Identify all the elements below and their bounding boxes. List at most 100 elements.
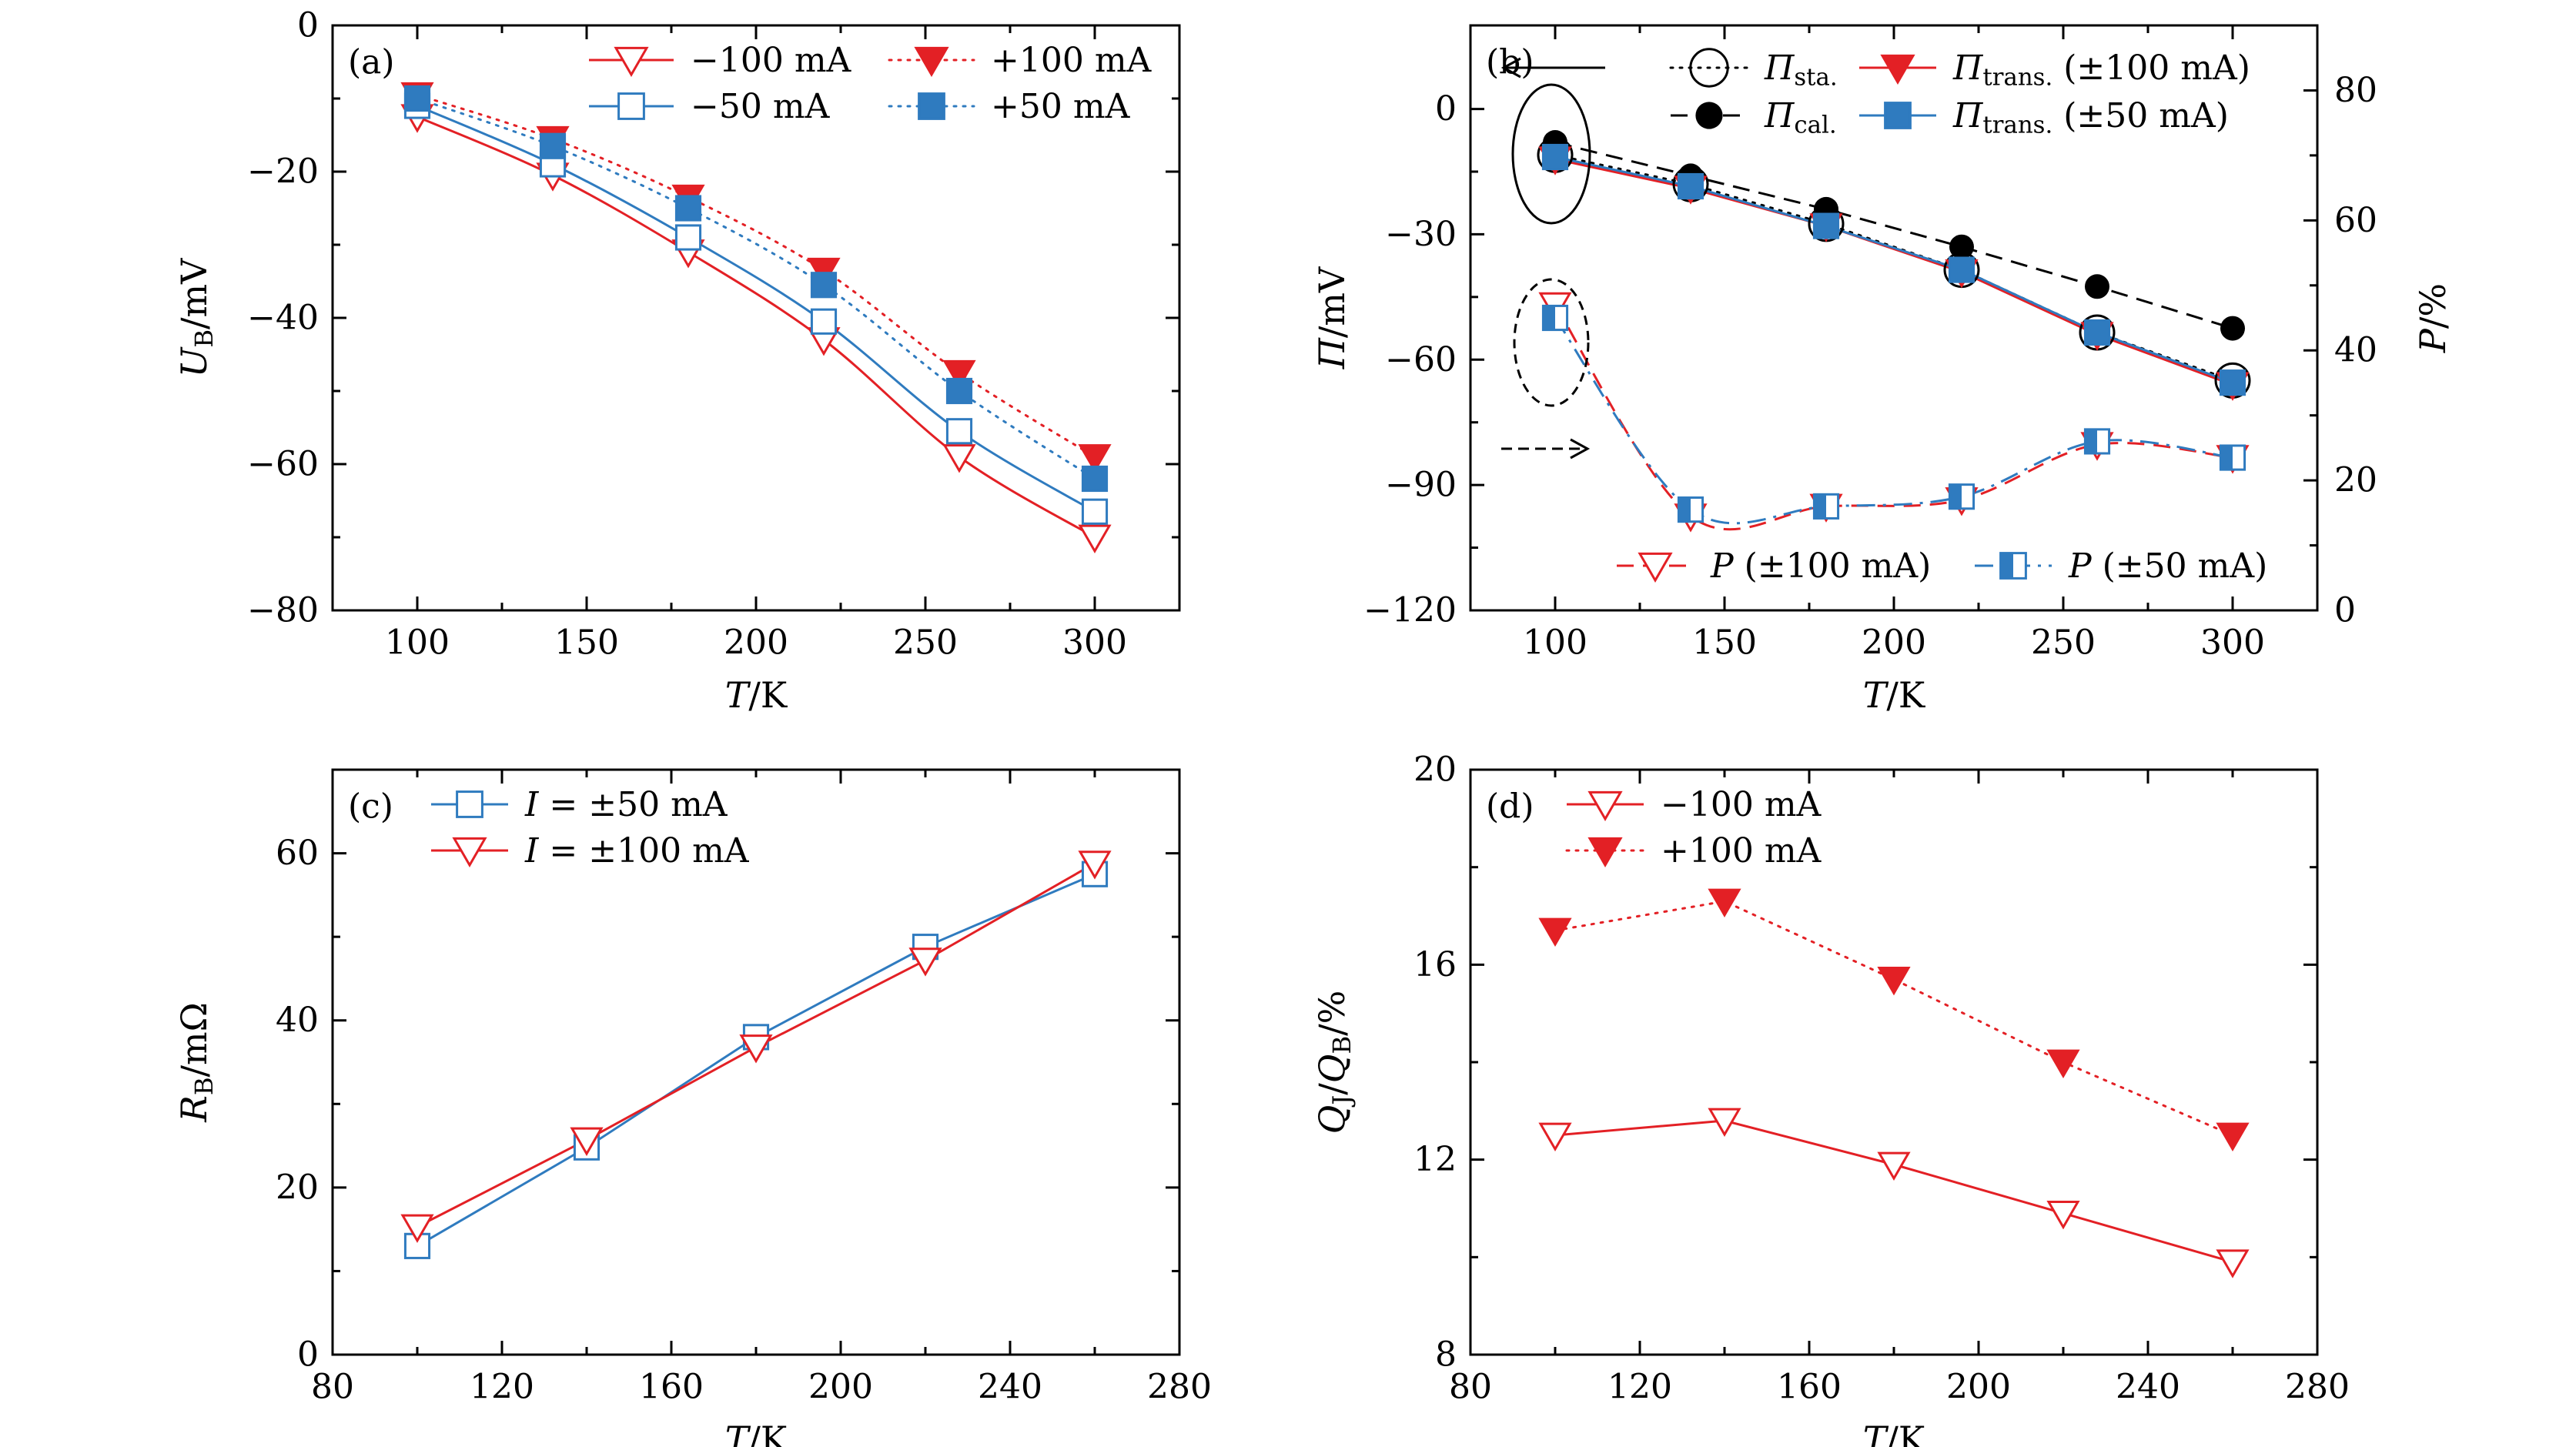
- label-part: +50 mA: [991, 87, 1131, 126]
- series-line-4: [1554, 304, 2233, 531]
- panel-label: (b): [1486, 43, 1534, 82]
- data-point: [2083, 319, 2111, 346]
- x-tick-label: 240: [2116, 1368, 2180, 1407]
- label-part: = ±100 mA: [538, 831, 749, 871]
- marker-triangle: [1078, 850, 1112, 880]
- legend-label: −50 mA: [691, 87, 831, 126]
- data-point: [2046, 1049, 2080, 1079]
- marker-triangle: [570, 1127, 604, 1157]
- data-point: [1708, 1108, 1741, 1138]
- x-tick-label: 200: [1946, 1368, 2011, 1407]
- legend-label: P (±100 mA): [1710, 546, 1931, 586]
- label-part: B: [189, 329, 219, 348]
- legend: I = ±50 mA I = ±100 mA: [431, 785, 750, 871]
- legend-entry: I = ±100 mA: [431, 831, 750, 871]
- legend-top: Πsta.Πcal.Πtrans. (±100 mA)Πtrans. (±50 …: [1669, 48, 2250, 139]
- legend-marker: [1695, 102, 1723, 129]
- tick-marks: [333, 24, 1179, 612]
- marker-triangle: [1708, 888, 1741, 918]
- solid-ellipse-left-axis: [1511, 83, 1591, 225]
- y-tick-label: 16: [1413, 945, 1457, 984]
- data-point: [810, 272, 838, 299]
- series-line-2: [1554, 158, 2233, 386]
- marker-square: [1884, 102, 1912, 129]
- legend-label: −100 mA: [691, 41, 852, 80]
- label-part: /mV: [173, 258, 215, 329]
- x-tick-label: 240: [978, 1368, 1042, 1407]
- data-point: [1877, 1151, 1911, 1181]
- series-line-1: [1554, 141, 2233, 330]
- data-point: [2219, 369, 2246, 396]
- data-point: [1541, 304, 1569, 332]
- marker-triangle: [908, 947, 942, 977]
- x-tick-label: 250: [2031, 623, 2096, 663]
- plot-frame: [1469, 768, 2319, 1356]
- legend-entry: +100 mA: [888, 41, 1153, 80]
- label-part: −50 mA: [691, 87, 831, 126]
- label-part: /%: [2412, 283, 2454, 329]
- marker-square: [1081, 498, 1109, 525]
- x-tick-label: 80: [311, 1368, 354, 1407]
- marker-square: [918, 92, 945, 120]
- marker-circle: [1949, 234, 1974, 259]
- legend-entry: I = ±50 mA: [431, 785, 728, 824]
- y2-tick-label: 0: [2334, 591, 2356, 630]
- legend-label: I = ±100 mA: [524, 831, 750, 871]
- marker-square: [674, 224, 702, 251]
- legend-entry: Πtrans. (±100 mA): [1859, 48, 2250, 91]
- x-tick-label: 100: [385, 623, 450, 663]
- data-point: [674, 224, 702, 251]
- panel-a: 100 150 200 250 300 0 −20 −40 −60 −80 T/K UB/mV (a) −…: [173, 6, 1181, 716]
- panel-c: 80 120 160 200 240 280 0 20 40 60 T/K RB/mΩ (c) I = ±…: [173, 768, 1212, 1447]
- series-lines: [1554, 141, 2234, 531]
- y-tick-label: 20: [276, 1168, 319, 1207]
- label-part: J: [1327, 1095, 1357, 1108]
- y-axis-label: QJ/QB/%: [1311, 991, 1357, 1135]
- x-tick-label: 150: [1692, 623, 1757, 663]
- data-point: [1081, 465, 1109, 493]
- label-part: = ±50 mA: [538, 785, 728, 824]
- label-part: T: [725, 674, 751, 716]
- legend-marker: [1689, 48, 1729, 88]
- label-part: trans.: [1982, 63, 2052, 91]
- marker-square: [810, 272, 838, 299]
- y-tick-label: −40: [247, 299, 319, 338]
- y-tick-label: −90: [1385, 466, 1457, 505]
- label-part: Q: [1311, 1054, 1353, 1084]
- legend-marker: [456, 790, 483, 818]
- y2-tick-label: 20: [2334, 461, 2377, 500]
- marker-triangle: [2046, 1201, 2080, 1230]
- marker-square: [617, 92, 645, 120]
- data-point: [1677, 496, 1705, 523]
- label-part: Π: [1952, 48, 1984, 88]
- marker-triangle: [1587, 837, 1623, 867]
- marker-triangle: [452, 837, 487, 867]
- panel-label: (a): [348, 43, 395, 82]
- marker-triangle: [2216, 1249, 2250, 1278]
- legend-marker: [1999, 552, 2027, 580]
- marker-square-half: [1949, 484, 1962, 509]
- label-part: +100 mA: [991, 41, 1153, 80]
- marker-square-half: [2000, 553, 2013, 579]
- marker-circle: [2085, 274, 2109, 299]
- data-point: [908, 947, 942, 977]
- x-tick-label: 120: [1607, 1368, 1672, 1407]
- label-part: P: [1710, 546, 1735, 586]
- label-part: −100 mA: [691, 41, 852, 80]
- data-point: [739, 1034, 773, 1064]
- marker-square-half: [2085, 429, 2097, 454]
- y2-tick-label: 60: [2334, 201, 2377, 240]
- data-point: [539, 132, 567, 159]
- marker-triangle: [2046, 1049, 2080, 1079]
- legend-entry: −100 mA: [1567, 785, 1822, 824]
- data-point: [942, 359, 976, 389]
- marker-square: [1081, 465, 1109, 493]
- legend-label: Πsta.: [1764, 48, 1838, 92]
- series-line-3: [1554, 155, 2233, 384]
- legend-label: +50 mA: [991, 87, 1131, 126]
- x-tick-label: 280: [2285, 1368, 2350, 1407]
- x-tick-label: 300: [1062, 623, 1127, 663]
- data-point: [1677, 172, 1705, 200]
